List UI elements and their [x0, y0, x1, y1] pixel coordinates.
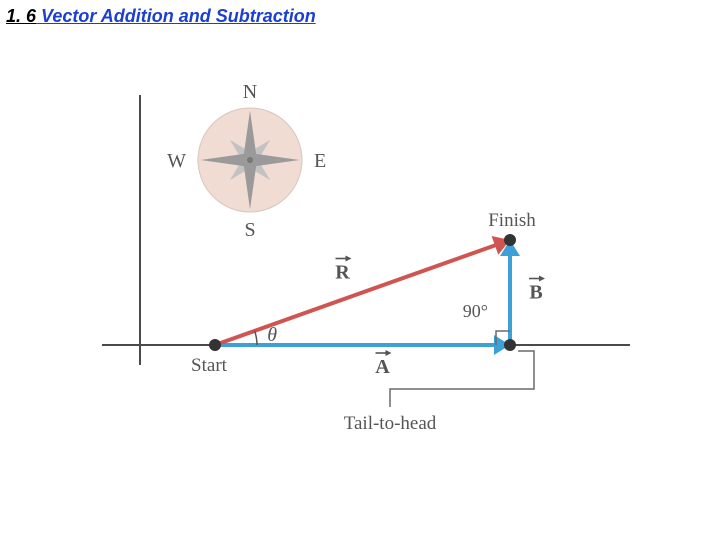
compass-e: E: [314, 150, 326, 172]
finish-label: Finish: [488, 210, 536, 231]
vector-r-label: R: [335, 256, 351, 284]
tail-to-head-label: Tail-to-head: [344, 413, 437, 434]
compass-n: N: [243, 81, 257, 103]
vector-b-label-text: B: [529, 282, 542, 304]
vector-r: [215, 243, 501, 345]
compass-s: S: [244, 219, 255, 241]
point-corner: [504, 339, 516, 351]
vector-r-label-text: R: [335, 262, 350, 284]
vector-diagram: N S E Wθ Start Finish 90° A B R Tail-to-head: [90, 65, 630, 485]
point-start: [209, 339, 221, 351]
section-title: 1. 6 Vector Addition and Subtraction: [6, 6, 316, 27]
compass-w: W: [167, 150, 186, 172]
theta-label: θ: [267, 324, 277, 346]
tail-to-head-bracket: [390, 351, 534, 407]
section-name: Vector Addition and Subtraction: [36, 6, 316, 26]
compass-center: [247, 157, 253, 163]
ninety-label: 90°: [463, 301, 488, 321]
point-finish: [504, 234, 516, 246]
vector-a-label: A: [375, 350, 391, 378]
vector-b-label: B: [529, 276, 545, 304]
vector-a-label-text: A: [375, 356, 390, 378]
section-number: 1. 6: [6, 6, 36, 26]
theta-arc: [255, 331, 257, 345]
start-label: Start: [191, 355, 228, 376]
